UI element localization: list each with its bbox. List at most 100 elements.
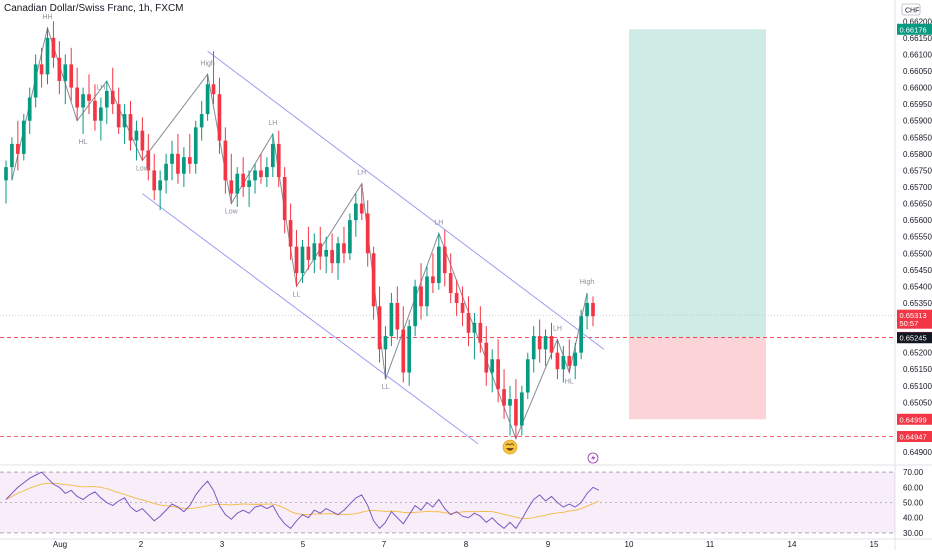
candle-body xyxy=(383,336,388,350)
candle-body xyxy=(235,173,240,194)
candle-body xyxy=(342,243,346,254)
candle-77 xyxy=(460,286,465,327)
candle-body xyxy=(282,177,287,221)
time-tick-label: 9 xyxy=(546,540,551,549)
price-tag-bg xyxy=(897,413,932,425)
pivot-label: LH xyxy=(96,85,105,92)
candle-body xyxy=(253,170,257,181)
lightning-icon[interactable] xyxy=(587,452,599,464)
candle-12 xyxy=(75,67,79,121)
price-tick-label: 0.65550 xyxy=(903,233,932,242)
candle-body xyxy=(585,302,589,317)
candle-body xyxy=(437,246,441,284)
candle-68 xyxy=(407,319,412,386)
candle-22 xyxy=(134,120,139,161)
candle-79 xyxy=(472,312,477,360)
candle-body xyxy=(128,114,133,141)
candle-body xyxy=(182,157,186,174)
candle-body xyxy=(288,220,293,247)
candle-body xyxy=(152,170,157,191)
candle-body xyxy=(407,326,412,373)
candle-72 xyxy=(431,253,435,294)
candle-99 xyxy=(591,296,595,327)
candle-body xyxy=(348,220,352,254)
candle-55 xyxy=(330,233,334,274)
candle-body xyxy=(99,107,103,121)
candle-49 xyxy=(294,230,299,287)
candle-body xyxy=(21,120,26,154)
candle-body xyxy=(81,94,85,108)
candle-53 xyxy=(318,226,323,270)
candle-45 xyxy=(270,133,275,178)
candle-body xyxy=(241,173,246,187)
candle-body xyxy=(520,392,524,426)
candle-43 xyxy=(259,153,263,184)
candle-54 xyxy=(324,236,329,274)
price-tick-label: 0.64900 xyxy=(903,448,932,457)
candle-19 xyxy=(116,87,121,134)
candle-84 xyxy=(502,369,506,419)
emoji-face xyxy=(502,439,518,455)
time-tick-label: 5 xyxy=(301,540,306,549)
candle-29 xyxy=(176,133,180,184)
price-tick-label: 0.66000 xyxy=(903,84,932,93)
price-tag: 0.64947 xyxy=(897,430,932,442)
channel-upper-line xyxy=(207,50,605,350)
candle-body xyxy=(39,64,44,75)
emoji-mouth xyxy=(505,448,514,451)
time-tick-label: 14 xyxy=(788,540,797,549)
price-tag-label: 0.66176 xyxy=(900,25,927,34)
last-price-label: 0.65313 xyxy=(900,311,927,320)
candle-body xyxy=(33,64,38,98)
candle-63 xyxy=(377,286,382,363)
candle-69 xyxy=(413,279,417,337)
rsi-tick-label: 50.00 xyxy=(903,499,924,508)
candle-87 xyxy=(520,385,524,436)
candle-body xyxy=(377,306,382,350)
candle-body xyxy=(10,143,14,168)
candle-body xyxy=(193,127,198,164)
candle-66 xyxy=(395,286,400,340)
candle-71 xyxy=(425,266,429,317)
price-tick-label: 0.65900 xyxy=(903,117,932,126)
candle-3 xyxy=(21,114,26,161)
candle-36 xyxy=(217,77,222,154)
candle-body xyxy=(442,246,447,274)
candle-44 xyxy=(265,157,269,187)
candle-9 xyxy=(57,41,62,95)
price-tick-label: 0.65400 xyxy=(903,282,932,291)
candle-1 xyxy=(10,137,14,181)
candle-body xyxy=(555,352,560,370)
pivot-label: LH xyxy=(553,325,562,332)
candle-body xyxy=(525,359,530,393)
candle-37 xyxy=(223,127,228,194)
candle-body xyxy=(549,336,554,353)
currency-badge-box[interactable] xyxy=(901,3,921,16)
candle-13 xyxy=(81,87,85,134)
candle-body xyxy=(69,64,74,88)
candle-body xyxy=(187,157,192,164)
candle-body xyxy=(389,302,394,337)
candle-24 xyxy=(146,133,151,181)
price-tick-label: 0.66100 xyxy=(903,50,932,59)
rsi-pane-bg xyxy=(0,466,895,536)
price-tick-label: 0.65450 xyxy=(903,266,932,275)
candle-50 xyxy=(300,240,305,284)
price-tag: 0.65245 xyxy=(897,332,932,344)
price-tag-bg xyxy=(897,332,932,344)
pivot-label: HH xyxy=(42,14,52,21)
pivot-label: Low xyxy=(225,209,239,216)
candle-10 xyxy=(63,54,68,105)
candle-body xyxy=(75,87,79,108)
candle-80 xyxy=(478,306,483,353)
candle-body xyxy=(205,84,210,115)
pivot-label: HL xyxy=(565,379,574,386)
candle-48 xyxy=(288,203,293,260)
profit-zone xyxy=(629,29,766,338)
candle-73 xyxy=(437,233,441,290)
candle-body xyxy=(330,249,334,264)
candle-25 xyxy=(152,153,157,201)
